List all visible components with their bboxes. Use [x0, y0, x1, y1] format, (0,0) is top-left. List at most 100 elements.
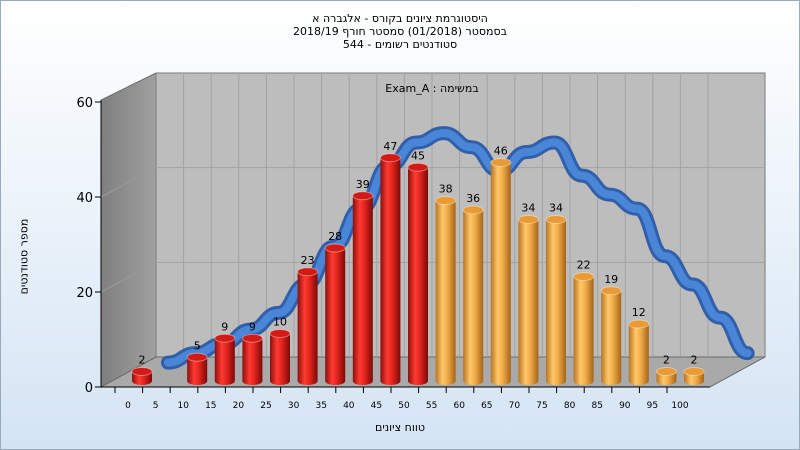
data-label: 34 [549, 202, 563, 215]
bar [407, 162, 429, 385]
bar-top [490, 158, 512, 167]
bar-body [408, 167, 428, 385]
x-tick-label: 85 [591, 401, 602, 411]
bar-top [324, 243, 346, 253]
bar [379, 153, 401, 385]
data-label: 2 [663, 354, 670, 367]
bar-top [600, 286, 622, 296]
x-tick-label: 80 [564, 401, 576, 411]
bar-top [131, 367, 153, 376]
x-tick-label: 10 [177, 401, 189, 411]
bar-body [270, 333, 290, 385]
x-tick-label: 40 [343, 401, 355, 411]
x-tick-label: 20 [233, 401, 245, 411]
bar-body [601, 290, 622, 385]
bar [214, 333, 236, 385]
bar [655, 367, 677, 385]
y-tick-label: 0 [85, 381, 93, 396]
y-tick-label: 20 [76, 286, 93, 301]
chart-walls [100, 72, 766, 388]
x-tick-label: 0 [125, 401, 131, 411]
x-axis-title: טווח ציונים [375, 421, 425, 434]
chart-title-line-1: היסטוגרמת ציונים בקורס - אלגברה א [312, 12, 488, 25]
data-label: 2 [691, 354, 698, 367]
x-tick-label: 45 [371, 401, 382, 411]
bar-body [546, 219, 566, 385]
x-tick-label: 35 [315, 401, 326, 411]
bar-body [380, 157, 401, 385]
bar-top [241, 333, 263, 343]
bar-top [462, 205, 484, 215]
bar-top [573, 272, 595, 281]
y-tick-label: 60 [76, 96, 93, 111]
data-label: 39 [356, 178, 370, 191]
gridlines [100, 73, 765, 357]
bar [131, 367, 153, 385]
x-tick-label: 15 [205, 401, 216, 411]
left-wall [100, 72, 157, 388]
bar-body [628, 324, 649, 385]
bar [297, 267, 319, 385]
bar-top [628, 319, 650, 329]
data-label: 19 [604, 273, 618, 286]
h-gridline-side [100, 167, 157, 198]
x-tick-label: 90 [619, 401, 631, 411]
data-label: 47 [383, 140, 397, 153]
x-tick-label: 30 [288, 401, 300, 411]
data-label: 9 [249, 320, 256, 333]
bar [435, 196, 457, 385]
bar-body [518, 219, 539, 385]
exam-annotation: Exam_A : במשימה [385, 82, 478, 95]
x-tick-label: 50 [398, 401, 410, 411]
back-wall [155, 72, 766, 358]
data-label: 12 [632, 306, 646, 319]
x-tick-label: 65 [481, 401, 492, 411]
data-label: 23 [301, 254, 315, 267]
bar-body [463, 210, 484, 385]
x-tick-label: 55 [426, 401, 437, 411]
bar-body [242, 338, 263, 385]
x-tick-label: 95 [647, 401, 658, 411]
bar [683, 367, 705, 385]
bar-body [187, 357, 208, 385]
bar [352, 191, 374, 385]
bar-body [490, 162, 511, 385]
y-tick-label: 40 [76, 191, 93, 206]
bar-body [325, 248, 346, 385]
data-label: 28 [328, 230, 342, 243]
bar [545, 215, 567, 385]
bar-top [214, 333, 236, 343]
chart-title-line-2: בסמסטר (01/2018) סמסטר חורף 2018/19 [293, 25, 507, 38]
x-tick-label: 60 [453, 401, 465, 411]
bar-top [655, 367, 677, 376]
curve-ribbon [164, 129, 752, 367]
bar-top [683, 367, 705, 376]
bar-top [379, 153, 401, 163]
bar-body [297, 271, 318, 385]
data-label: 46 [494, 145, 508, 158]
bar [628, 319, 650, 385]
data-label: 36 [466, 192, 480, 205]
bar [269, 329, 291, 385]
bar [324, 243, 346, 385]
bar [462, 205, 484, 385]
bar-series [131, 153, 705, 385]
bar-top [186, 352, 208, 362]
data-label: 10 [273, 316, 287, 329]
bar-top [269, 329, 291, 338]
data-label: 22 [577, 259, 591, 272]
x-tick-label: 25 [260, 401, 271, 411]
bar [241, 333, 263, 385]
bar-body [435, 200, 456, 385]
bar [186, 352, 208, 385]
data-label: 9 [221, 320, 228, 333]
bar [517, 215, 539, 385]
chart-title-line-3: סטודנטים רשומים - 544 [342, 38, 458, 51]
bar [490, 158, 512, 385]
y-axis-title: מספר סטודנטים [17, 218, 31, 295]
data-label: 45 [411, 149, 425, 162]
h-gridline-side [100, 261, 157, 293]
data-label: 2 [139, 354, 146, 367]
